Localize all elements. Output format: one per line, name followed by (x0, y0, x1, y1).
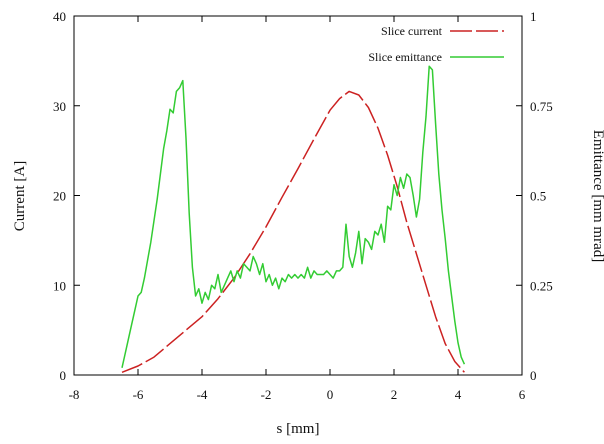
series-line-slice-current (121, 90, 465, 373)
x-tick-label: 0 (327, 387, 334, 402)
x-tick-label: 2 (391, 387, 398, 402)
x-tick-label: 4 (455, 387, 462, 402)
y-tick-label: 30 (53, 99, 66, 114)
x-tick-label: -8 (69, 387, 80, 402)
series-layer (121, 65, 466, 373)
y2-tick-label: 0.5 (530, 189, 546, 204)
y2-tick-label: 0.25 (530, 278, 553, 293)
y2-tick-label: 0.75 (530, 99, 553, 114)
y-tick-label: 20 (53, 189, 66, 204)
x-tick-label: -4 (197, 387, 208, 402)
y2-tick-label: 1 (530, 9, 537, 24)
y2-tick-label: 0 (530, 368, 537, 383)
legend: Slice current Slice emittance (368, 24, 504, 64)
y-tick-label: 40 (53, 9, 66, 24)
legend-label-slice-current: Slice current (381, 24, 443, 38)
x-tick-label: -2 (261, 387, 272, 402)
series-line-slice-emittance (121, 65, 466, 368)
x-axis-title: s [mm] (277, 421, 320, 437)
legend-label-slice-emittance: Slice emittance (368, 50, 442, 64)
y2-axis-title: Emittance [mm mrad] (590, 130, 604, 262)
x-tick-label: -6 (133, 387, 144, 402)
y-axis-title: Current [A] (12, 161, 28, 231)
y-tick-label: 10 (53, 278, 66, 293)
x-tick-label: 6 (519, 387, 526, 402)
y-tick-label: 0 (60, 368, 67, 383)
